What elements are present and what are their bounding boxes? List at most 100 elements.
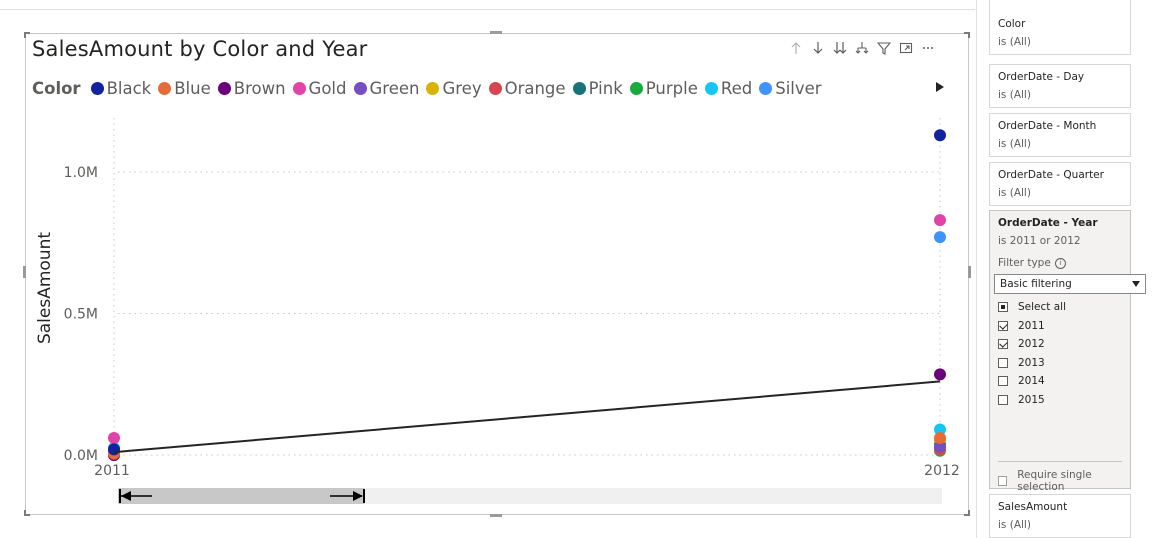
filter-card-orderdate-quarter[interactable]: OrderDate - Quarter is (All) [989,162,1131,206]
require-single-checkbox[interactable] [998,476,1008,486]
info-icon[interactable]: i [1054,257,1066,269]
filter-option-checkbox[interactable] [998,320,1008,331]
chart-visual[interactable] [23,31,971,517]
y-tick-label: 0.0M [64,448,98,464]
resize-corner-bottom-right[interactable] [964,510,970,516]
resize-grip-top[interactable] [490,31,502,34]
filter-option[interactable]: Select all [998,298,1122,317]
y-axis-title: SalesAmount [35,232,55,344]
filter-card-salesamount[interactable]: SalesAmount is (All) [989,494,1131,538]
double-arrow-down-icon[interactable] [829,38,851,58]
filter-option-label: 2013 [1018,356,1045,369]
filter-option-checkbox[interactable] [998,394,1008,405]
legend-next-arrow-icon[interactable] [935,81,945,93]
filter-option[interactable]: 2011 [998,317,1122,336]
data-point-green [934,440,946,453]
legend-marker [158,81,172,95]
filter-option-checkbox[interactable] [998,302,1008,313]
require-single-selection[interactable]: Require single selection [998,469,1130,493]
filter-card-title: OrderDate - Year [998,217,1098,229]
legend-item[interactable]: Green [353,79,419,98]
filter-type-text: Filter type [998,257,1051,269]
legend-label: Grey [442,78,482,98]
y-tick-label: 1.0M [64,165,98,181]
filter-card-title: OrderDate - Day [998,71,1085,83]
legend-marker [353,81,367,95]
filter-type-label: Filter type i [998,257,1122,269]
filter-card-title: OrderDate - Quarter [998,169,1104,181]
focus-mode-icon[interactable] [895,38,917,58]
trend-line [113,380,941,454]
legend-item[interactable]: Purple [629,78,698,98]
more-options-icon[interactable] [917,38,939,58]
filter-option-label: 2012 [1018,338,1045,351]
legend-item[interactable]: Gold [292,78,347,98]
filter-icon[interactable] [873,38,895,58]
legend-marker [90,81,104,95]
expand-hierarchy-icon[interactable] [851,38,873,58]
legend-label: Black [106,78,152,98]
filter-card-summary: is (All) [998,187,1031,199]
data-point-silver [934,231,946,244]
filter-card-orderdate-month[interactable]: OrderDate - Month is (All) [989,113,1131,157]
legend-item[interactable]: Grey [426,78,482,98]
data-point-blue [934,432,946,445]
divider [998,461,1122,462]
filter-options-list: Select all 2011 2012 2013 2014 2015 [998,298,1122,409]
filters-pane: Color is (All) OrderDate - Day is (All) Orde… [976,0,1158,538]
resize-grip-right[interactable] [968,266,971,278]
legend-label: Silver [775,78,822,98]
resize-corner-bottom-left[interactable] [24,510,30,516]
x-scrollbar-thumb[interactable] [118,488,364,504]
resize-grip-bottom[interactable] [490,514,502,517]
scroll-left-handle-icon[interactable] [118,489,158,503]
filter-option[interactable]: 2014 [998,372,1122,391]
arrow-up-icon[interactable] [785,38,807,58]
legend-label: Purple [645,78,698,98]
filter-card-summary: is (All) [998,519,1031,531]
data-point-red [934,423,946,436]
resize-corner-top-right[interactable] [964,32,970,38]
legend-marker [426,81,440,95]
legend-marker [217,81,231,95]
legend-item[interactable]: Black [90,78,152,98]
legend-item[interactable]: Brown [217,79,286,98]
legend-label: Red [720,78,753,98]
legend-item[interactable]: Silver [759,78,822,98]
filter-type-dropdown[interactable]: Basic filtering [994,274,1146,294]
filter-option[interactable]: 2012 [998,335,1122,354]
filter-card-orderdate-day[interactable]: OrderDate - Day is (All) [989,64,1131,108]
arrow-down-icon[interactable] [807,38,829,58]
legend-label: Pink [588,78,623,98]
data-point-black [108,443,120,456]
legend-item[interactable]: Blue [158,79,211,98]
filter-card-summary: is 2011 or 2012 [998,235,1081,247]
filter-card-title: SalesAmount [998,501,1068,513]
filter-card-title: OrderDate - Month [998,120,1097,132]
filter-option-checkbox[interactable] [998,339,1008,350]
resize-grip-left[interactable] [23,266,26,278]
filter-option[interactable]: 2013 [998,354,1122,373]
legend-label: Blue [174,78,211,98]
line-chart: 0.0M 0.5M 1.0M 2011 2012 SalesAmount [35,118,960,479]
filter-card-orderdate-year[interactable]: OrderDate - Year is 2011 or 2012 Filter … [989,210,1146,493]
legend-item[interactable]: Red [704,78,753,98]
chart-legend: Color Black Blue Brown Gold Green Grey Orange P… [32,77,829,99]
legend-item[interactable]: Pink [572,78,623,98]
legend-marker [488,81,502,95]
legend-item[interactable]: Orange [488,79,566,98]
filter-card-summary: is (All) [998,36,1031,48]
legend-label: Gold [308,78,347,98]
filter-option-label: 2011 [1018,319,1045,332]
filter-option[interactable]: 2015 [998,391,1122,410]
resize-corner-top-left[interactable] [24,32,30,38]
legend-marker [629,81,643,95]
scroll-right-handle-icon[interactable] [326,489,366,503]
filter-option-label: Select all [1018,301,1066,314]
filter-card-color[interactable]: Color is (All) [989,0,1131,55]
data-point-gold [934,214,946,227]
data-point-brown [934,368,946,381]
filter-option-checkbox[interactable] [998,376,1008,387]
filter-option-checkbox[interactable] [998,357,1008,368]
